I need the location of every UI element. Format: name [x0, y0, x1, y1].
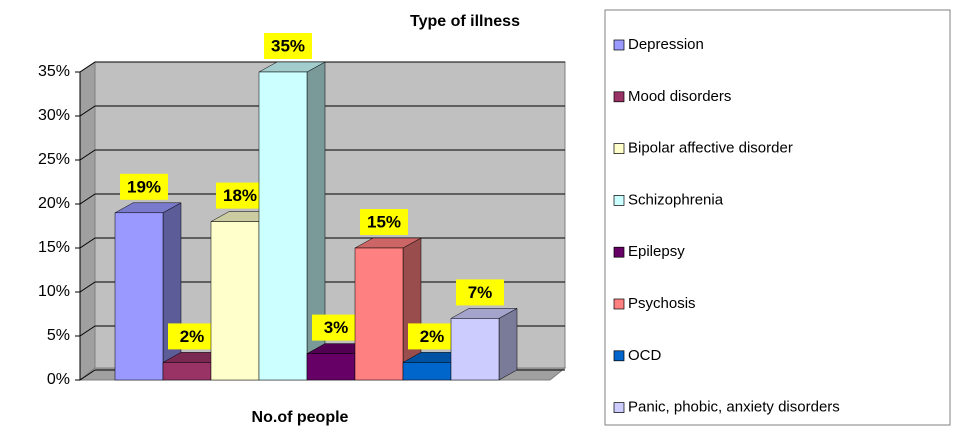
bar — [354, 247, 404, 381]
x-axis-label: No.of people — [252, 409, 349, 426]
data-label-box — [312, 314, 360, 341]
data-label-box — [408, 323, 456, 350]
y-tick-label: 15% — [38, 239, 70, 256]
grid-line — [79, 281, 96, 293]
legend-label: Bipolar affective disorder — [628, 140, 793, 157]
legend-swatch — [613, 402, 625, 413]
legend-label: Mood disorders — [628, 88, 731, 105]
legend — [604, 9, 951, 426]
chart-title: Type of illness — [410, 13, 520, 30]
bar — [306, 353, 356, 381]
bar-side — [498, 307, 518, 381]
bar — [162, 362, 212, 381]
legend-swatch — [613, 298, 625, 310]
grid-line — [79, 149, 96, 161]
grid-line — [79, 369, 96, 381]
bar — [450, 318, 500, 381]
y-tick-label: 5% — [47, 327, 70, 344]
data-label-box — [360, 209, 408, 235]
legend-swatch — [613, 350, 625, 362]
data-label: 35% — [271, 36, 305, 55]
grid-line — [79, 105, 96, 117]
y-tick-label: 10% — [38, 283, 70, 300]
grid-line — [79, 237, 96, 249]
data-label-box — [264, 33, 312, 59]
grid-line — [79, 325, 96, 337]
data-label-box — [456, 279, 504, 306]
legend-label: Depression — [628, 36, 704, 53]
legend-label: Schizophrenia — [628, 191, 724, 208]
data-label: 15% — [367, 212, 401, 231]
legend-swatch — [613, 195, 625, 206]
bar — [258, 71, 308, 381]
bar — [210, 221, 260, 381]
data-label: 19% — [127, 177, 161, 196]
bar-side — [162, 202, 182, 381]
side-wall — [79, 61, 96, 382]
legend-label: Epilepsy — [628, 243, 685, 260]
bar — [402, 362, 452, 381]
y-tick-label: 25% — [38, 151, 70, 168]
data-label-box — [216, 182, 264, 209]
data-label: 2% — [180, 327, 205, 346]
y-tick-label: 35% — [38, 63, 70, 80]
data-label: 2% — [420, 327, 445, 346]
legend-label: Psychosis — [628, 295, 696, 312]
data-label: 3% — [324, 318, 349, 337]
legend-swatch — [613, 143, 625, 154]
legend-label: Panic, phobic, anxiety disorders — [628, 399, 840, 416]
data-label: 7% — [468, 283, 493, 302]
y-tick-label: 20% — [38, 195, 70, 212]
bar — [114, 212, 164, 381]
legend-swatch — [613, 39, 625, 51]
grid-line — [79, 61, 96, 73]
legend-label: OCD — [628, 347, 662, 364]
y-tick-label: 0% — [47, 371, 70, 388]
legend-swatch — [613, 246, 625, 258]
data-label: 18% — [223, 186, 257, 205]
legend-swatch — [613, 91, 625, 103]
y-tick-label: 30% — [38, 107, 70, 124]
data-label-box — [168, 323, 216, 350]
grid-line — [79, 193, 96, 205]
data-label-box — [120, 173, 168, 200]
